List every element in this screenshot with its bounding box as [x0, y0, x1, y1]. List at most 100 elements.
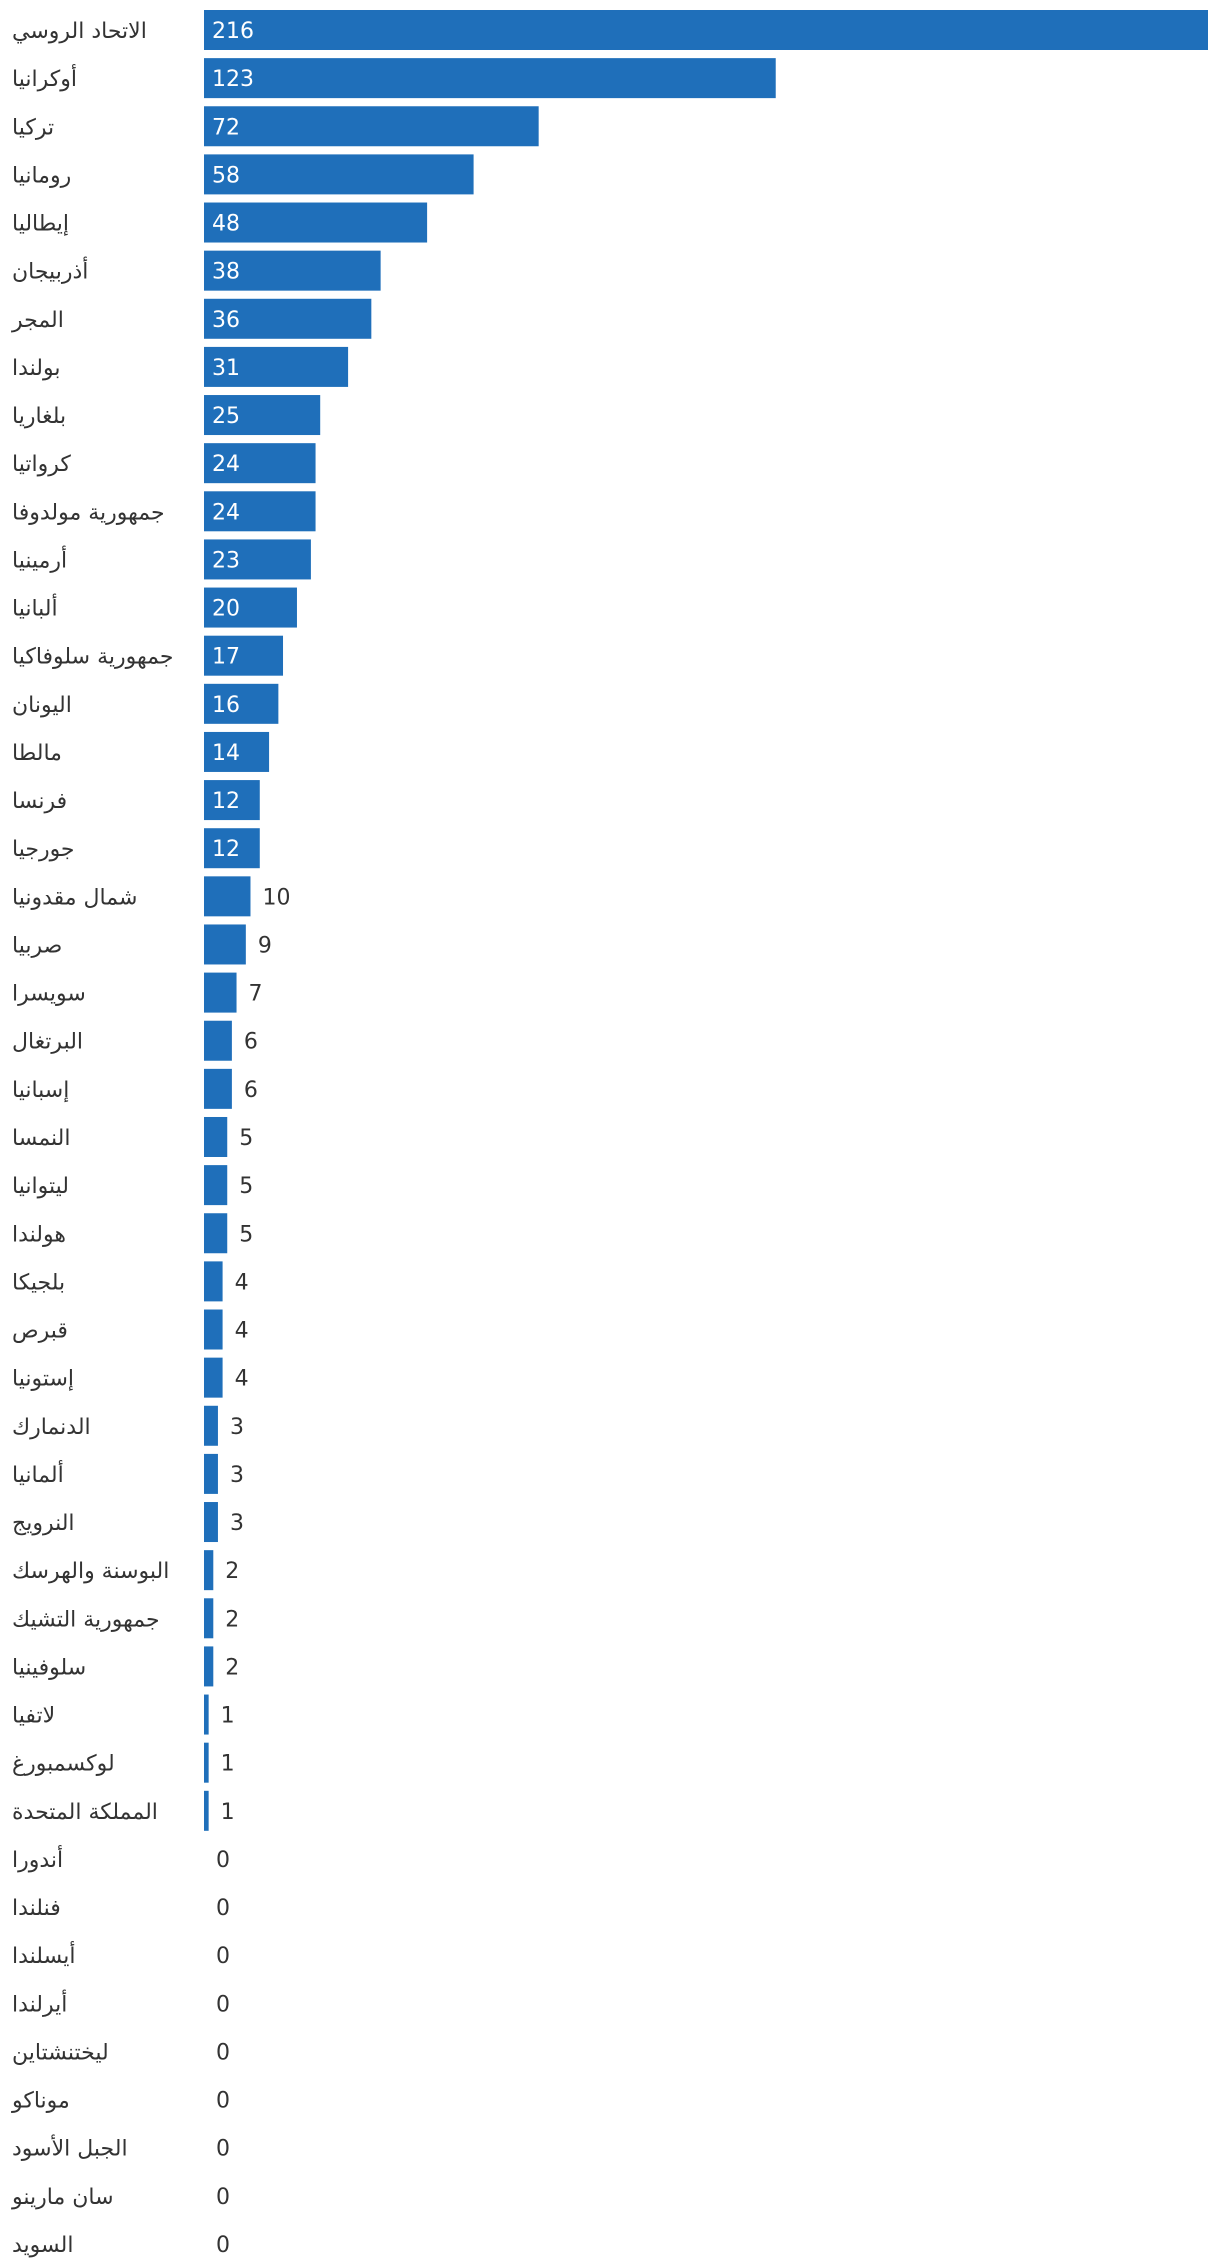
data-label: 10	[262, 885, 290, 910]
data-label: 25	[212, 404, 240, 429]
category-label: مالطا	[12, 741, 62, 766]
category-label: الدنمارك	[12, 1415, 91, 1440]
bar	[204, 395, 321, 436]
bar	[204, 1165, 228, 1206]
data-label: 0	[216, 1944, 230, 1969]
category-label: إستونيا	[12, 1367, 74, 1392]
bar	[204, 250, 381, 291]
data-label: 6	[244, 1078, 258, 1103]
bar	[204, 1646, 214, 1687]
bar	[204, 298, 372, 339]
category-label: المملكة المتحدة	[12, 1800, 158, 1825]
bar	[204, 1309, 223, 1350]
category-label: أرمينيا	[12, 545, 67, 573]
category-label: جمهورية مولدوفا	[12, 500, 165, 525]
data-label: 0	[216, 2040, 230, 2065]
bar	[204, 1261, 223, 1302]
data-label: 4	[235, 1270, 249, 1295]
data-label: 5	[239, 1174, 253, 1199]
bar	[204, 1502, 218, 1543]
data-label: 4	[235, 1319, 249, 1344]
bar	[204, 58, 776, 99]
data-label: 2	[225, 1655, 239, 1680]
category-label: النمسا	[12, 1126, 71, 1151]
category-label: إسبانيا	[12, 1078, 69, 1103]
category-label: كرواتيا	[12, 452, 71, 477]
data-label: 5	[239, 1126, 253, 1151]
data-label: 0	[216, 1848, 230, 1873]
bar	[204, 106, 539, 147]
data-label: 9	[258, 933, 272, 958]
category-label: إيطاليا	[12, 212, 69, 237]
bar	[204, 828, 260, 869]
category-label: ألمانيا	[12, 1460, 64, 1488]
category-label: أندورا	[12, 1845, 63, 1873]
bar	[204, 1694, 209, 1735]
data-label: 16	[212, 693, 240, 718]
category-label: جمهورية سلوفاكيا	[12, 645, 173, 670]
category-label: سان مارينو	[11, 2185, 114, 2210]
bar	[204, 587, 297, 628]
bar	[204, 1068, 232, 1109]
category-label: موناكو	[11, 2089, 70, 2114]
category-label: بلجيكا	[12, 1270, 65, 1295]
bar	[204, 154, 474, 195]
bar	[204, 1742, 209, 1783]
data-label: 48	[212, 212, 240, 237]
category-label: فنلندا	[12, 1896, 61, 1921]
bar	[204, 491, 316, 532]
data-label: 0	[216, 2089, 230, 2114]
bar	[204, 1598, 214, 1639]
data-label: 31	[212, 356, 240, 381]
category-label: تركيا	[12, 115, 54, 140]
category-label: بولندا	[12, 356, 61, 381]
category-label: رومانيا	[12, 163, 71, 188]
bar	[204, 1550, 214, 1591]
category-label: أيرلندا	[12, 1989, 67, 2017]
bar	[204, 10, 1208, 50]
bar	[204, 202, 428, 243]
bar	[204, 539, 311, 580]
category-label: اليونان	[12, 693, 72, 718]
category-label: أيسلندا	[12, 1941, 75, 1969]
data-label: 5	[239, 1222, 253, 1247]
data-label: 3	[230, 1463, 244, 1488]
data-label: 24	[212, 500, 240, 525]
category-label: الجبل الأسود	[12, 2135, 128, 2162]
category-label: النرويج	[12, 1511, 75, 1536]
data-label: 17	[212, 645, 240, 670]
bar	[204, 924, 246, 965]
data-label: 36	[212, 308, 240, 333]
category-label: الاتحاد الروسي	[12, 19, 147, 44]
data-label: 0	[216, 1896, 230, 1921]
category-label: سلوفينيا	[12, 1655, 86, 1680]
bar	[204, 1020, 232, 1061]
category-label: ليختنشتاين	[12, 2040, 109, 2065]
category-label: البرتغال	[12, 1030, 83, 1055]
data-label: 216	[212, 19, 254, 44]
category-label: أوكرانيا	[12, 64, 77, 92]
category-label: قبرص	[12, 1319, 68, 1344]
data-label: 1	[221, 1704, 235, 1729]
data-label: 20	[212, 597, 240, 622]
data-label: 12	[212, 837, 240, 862]
bar	[204, 1116, 228, 1157]
data-label: 4	[235, 1367, 249, 1392]
data-label: 2	[225, 1607, 239, 1632]
category-label: لاتفيا	[12, 1704, 55, 1729]
category-label: البوسنة والهرسك	[12, 1559, 169, 1584]
bar	[204, 780, 260, 821]
data-label: 72	[212, 115, 240, 140]
bar	[204, 1405, 218, 1446]
data-label: 3	[230, 1415, 244, 1440]
bar	[204, 1790, 209, 1831]
bar	[204, 683, 279, 724]
category-label: صربيا	[12, 933, 62, 958]
bar	[204, 1213, 228, 1254]
bar	[204, 1357, 223, 1398]
data-label: 24	[212, 452, 240, 477]
category-label: شمال مقدونيا	[12, 885, 137, 910]
data-label: 0	[216, 1992, 230, 2017]
bar	[204, 876, 251, 917]
data-label: 0	[216, 2185, 230, 2210]
